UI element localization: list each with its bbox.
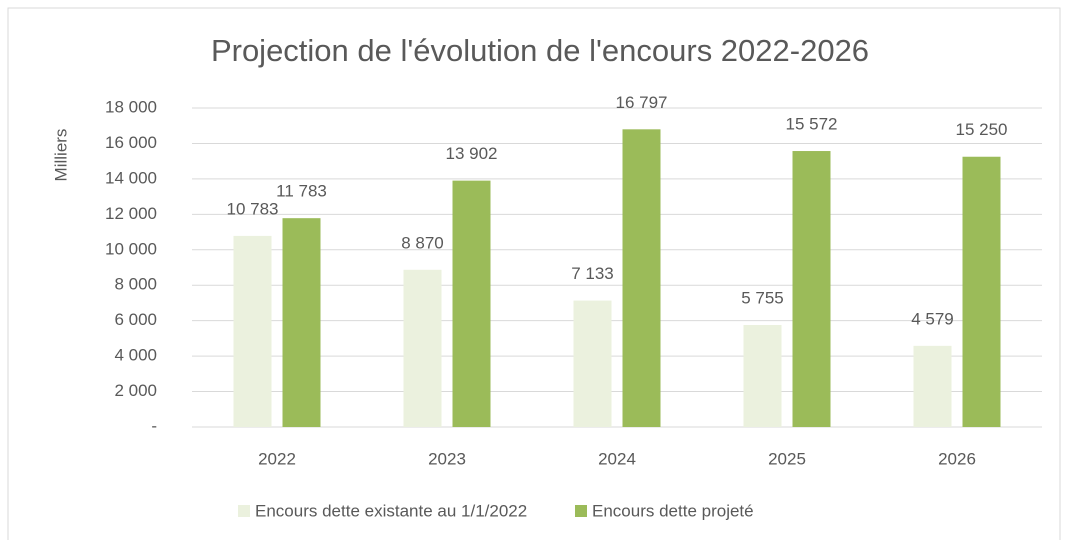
x-tick-label: 2022 <box>258 449 296 468</box>
data-label: 11 783 <box>276 182 327 201</box>
x-tick-label: 2023 <box>428 449 466 468</box>
bar <box>403 269 442 427</box>
data-label: 16 797 <box>616 93 668 112</box>
data-label: 4 579 <box>911 309 954 328</box>
y-tick-label: 12 000 <box>105 204 157 223</box>
data-label: 10 783 <box>227 199 279 218</box>
x-tick-label: 2024 <box>598 449 636 468</box>
data-label: 8 870 <box>401 233 444 252</box>
y-tick-label: 10 000 <box>105 239 157 258</box>
bar <box>282 218 321 427</box>
legend-label: Encours dette existante au 1/1/2022 <box>255 501 527 520</box>
y-tick-label: - <box>151 416 157 435</box>
bar <box>913 345 952 427</box>
data-label: 15 572 <box>786 115 838 134</box>
bar <box>962 156 1001 427</box>
y-tick-label: 16 000 <box>105 133 157 152</box>
x-tick-label: 2026 <box>938 449 976 468</box>
data-label: 7 133 <box>571 264 614 283</box>
y-tick-label: 8 000 <box>114 275 157 294</box>
data-label: 5 755 <box>741 288 784 307</box>
y-tick-label: 4 000 <box>114 346 157 365</box>
legend-swatch <box>238 505 250 517</box>
x-tick-label: 2025 <box>768 449 806 468</box>
y-tick-label: 14 000 <box>105 168 157 187</box>
y-axis-label: Milliers <box>51 129 70 182</box>
bar <box>233 235 272 427</box>
bar <box>743 325 782 427</box>
legend-swatch <box>575 505 587 517</box>
chart-title: Projection de l'évolution de l'encours 2… <box>211 33 869 68</box>
bar <box>573 300 612 427</box>
bar <box>622 129 661 428</box>
data-label: 13 902 <box>446 144 498 163</box>
bar <box>452 180 491 427</box>
y-tick-label: 18 000 <box>105 97 157 116</box>
y-tick-label: 6 000 <box>114 310 157 329</box>
bar <box>792 151 831 428</box>
data-label: 15 250 <box>956 120 1008 139</box>
y-tick-label: 2 000 <box>114 381 157 400</box>
legend-label: Encours dette projeté <box>592 501 754 520</box>
chart-frame <box>7 7 1061 540</box>
